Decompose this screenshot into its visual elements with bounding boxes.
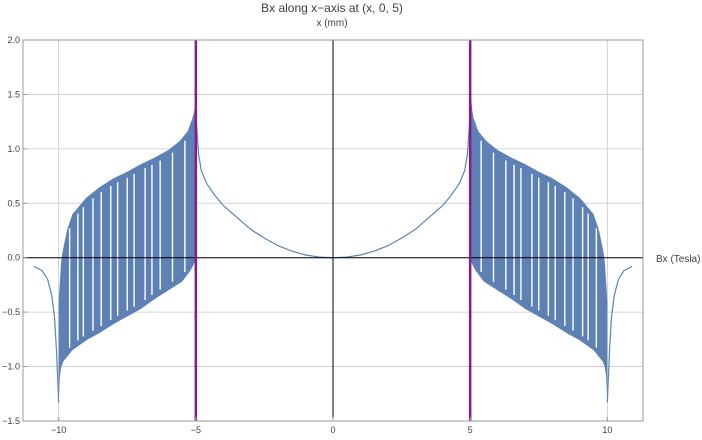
series-line (33, 265, 60, 403)
y-tick-label: −1.5 (2, 416, 20, 426)
band-layer (58, 88, 608, 405)
y-axis-label: Bx (Tesla) (656, 254, 700, 265)
x-tick-label: −5 (191, 425, 201, 435)
tick-layer: −10 −5 0 5 10 −1.5 −1.0 −0.5 0.0 0.5 1.0 1.5 2.0 (2, 35, 612, 435)
axis-layer (23, 40, 643, 421)
marker-layer (194, 40, 472, 421)
y-tick-label: −0.5 (2, 307, 20, 317)
x-axis-label: x (mm) (316, 18, 347, 29)
y-tick-label: 0.0 (7, 253, 20, 263)
y-tick-label: 2.0 (7, 35, 20, 45)
x-tick-label: 0 (330, 425, 335, 435)
y-tick-label: 1.5 (7, 89, 20, 99)
chart-title: Bx along x−axis at (x, 0, 5) (261, 1, 403, 15)
x-tick-label: −10 (51, 425, 66, 435)
y-tick-label: −1.0 (2, 362, 20, 372)
series-line (606, 265, 633, 403)
x-tick-label: 5 (468, 425, 473, 435)
y-tick-label: 1.0 (7, 144, 20, 154)
y-tick-label: 0.5 (7, 198, 20, 208)
x-tick-label: 10 (602, 425, 612, 435)
plot-frame (22, 39, 644, 422)
